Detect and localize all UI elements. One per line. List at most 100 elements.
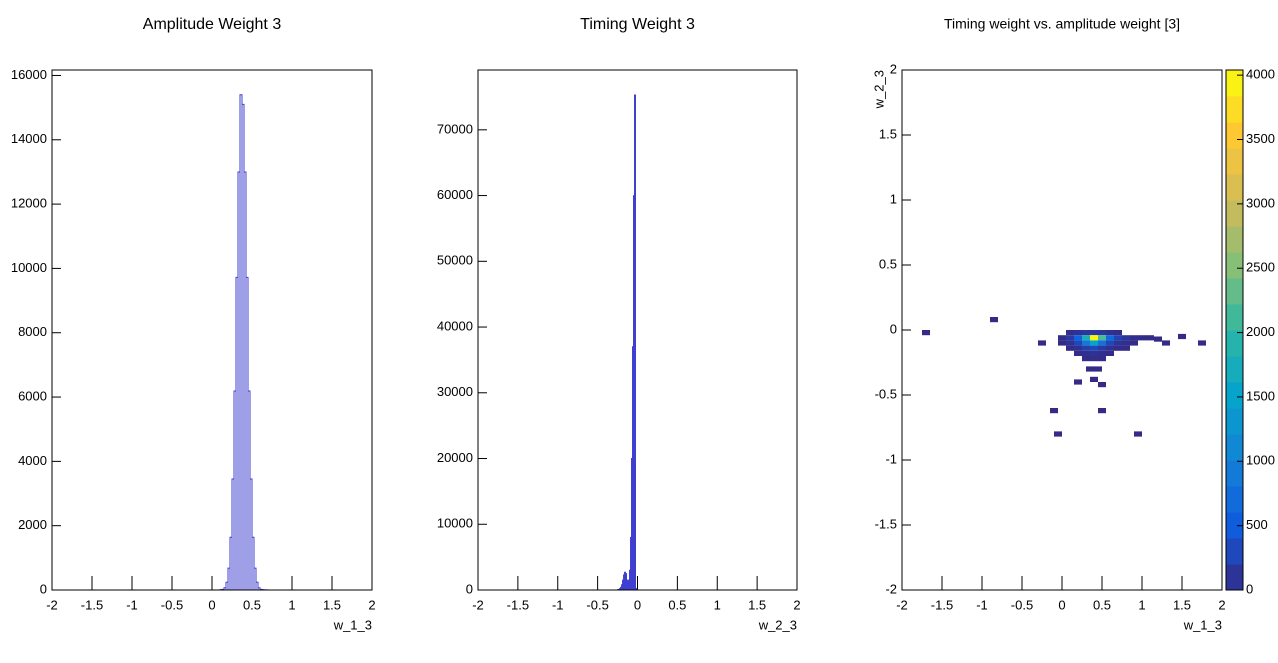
- colorbar-band: [1226, 200, 1243, 227]
- colorbar-tick-label: 0: [1246, 581, 1253, 596]
- chart-title: Timing Weight 3: [580, 16, 695, 33]
- y-tick-label: 60000: [437, 187, 473, 202]
- y-tick-label: -1.5: [875, 516, 897, 531]
- heatmap-cell: [1098, 408, 1106, 414]
- heatmap-cell: [1122, 340, 1130, 346]
- heatmap-cell: [1162, 340, 1170, 346]
- heatmap-cell: [1090, 356, 1098, 362]
- heatmap-cell: [1098, 340, 1106, 346]
- y-tick-label: 0.5: [879, 256, 897, 271]
- panel: Timing Weight 3 -2 -1.5 -1 -0.5 0 0.5 1 1.5 2 0 100…: [437, 16, 801, 632]
- x-axis-label: w_1_3: [333, 617, 372, 632]
- panel: Timing weight vs. amplitude weight [3] -2…: [871, 16, 1274, 633]
- x-tick-label: 2: [1218, 597, 1225, 612]
- x-tick-label: -1: [126, 597, 138, 612]
- heatmap-cell: [1074, 345, 1082, 351]
- colorbar-tick-label: 3500: [1246, 131, 1275, 146]
- x-tick-label: -0.5: [586, 597, 608, 612]
- plot-frame: [477, 69, 798, 591]
- heatmap-cell: [1130, 340, 1138, 346]
- heatmap-cell: [1074, 340, 1082, 346]
- heatmap-cell: [1066, 335, 1074, 341]
- x-tick-label: -2: [472, 597, 484, 612]
- x-tick-label: 1.5: [323, 597, 341, 612]
- heatmap-cell: [1058, 340, 1066, 346]
- x-tick-label: 1: [714, 597, 721, 612]
- heatmap-cell: [1090, 350, 1098, 356]
- heatmap-cell: [1106, 330, 1114, 336]
- heatmap-cell: [990, 317, 998, 323]
- heatmap-cell: [1098, 356, 1106, 362]
- heatmap-cell: [1106, 350, 1114, 356]
- colorbar-tick-label: 1000: [1246, 453, 1275, 468]
- heatmap-cell: [1098, 330, 1106, 336]
- histogram-bin: [255, 581, 259, 590]
- heatmap-cell: [1090, 335, 1098, 341]
- panel: Amplitude Weight 3-2 -1.5 -1 -0.5 0 0.5 1 1.5 20…: [11, 16, 376, 632]
- y-tick-label: 2: [890, 61, 897, 76]
- heatmap-cell: [1198, 340, 1206, 346]
- colorbar-tick-label: 4000: [1246, 67, 1275, 82]
- heatmap-cell: [1074, 335, 1082, 341]
- x-tick-label: 0.5: [1093, 597, 1111, 612]
- heatmap-cell: [922, 330, 930, 336]
- heatmap-cell: [1066, 340, 1074, 346]
- plot-frame: [51, 69, 373, 591]
- histogram-bin: [249, 478, 253, 590]
- colorbar-band: [1226, 460, 1243, 487]
- heatmap-cell: [1090, 340, 1098, 346]
- histogram-bin: [251, 536, 255, 590]
- y-tick-label: 70000: [437, 121, 473, 136]
- histogram-bin: [635, 588, 638, 590]
- colorbar-band: [1226, 408, 1243, 435]
- colorbar-tick-label: 2000: [1246, 324, 1275, 339]
- heatmap-cell: [1066, 345, 1074, 351]
- heatmap-cell: [1082, 335, 1090, 341]
- colorbar-band: [1226, 304, 1243, 331]
- heatmap-cell: [1038, 340, 1046, 346]
- heatmap-cell: [1106, 340, 1114, 346]
- colorbar-band: [1226, 70, 1243, 97]
- x-axis-label: w_2_3: [758, 617, 797, 632]
- colorbar-band: [1226, 564, 1243, 591]
- heatmap-cell: [1054, 431, 1062, 437]
- x-tick-label: 2: [793, 597, 800, 612]
- y-tick-label: 30000: [437, 384, 473, 399]
- colorbar-band: [1226, 330, 1243, 357]
- x-tick-label: -1: [976, 597, 988, 612]
- heatmap-cell: [1130, 335, 1138, 341]
- heatmap-cell: [1114, 340, 1122, 346]
- heatmap-cell: [1082, 345, 1090, 351]
- heatmap-cell: [1090, 345, 1098, 351]
- x-tick-label: 2: [368, 597, 375, 612]
- heatmap-cell: [1082, 356, 1090, 362]
- colorbar-band: [1226, 122, 1243, 149]
- colorbar-tick-label: 1500: [1246, 388, 1275, 403]
- y-tick-label: 20000: [437, 450, 473, 465]
- x-axis-label: w_1_3: [1183, 617, 1222, 632]
- heatmap-cell: [1094, 366, 1102, 372]
- x-tick-label: -0.5: [161, 597, 183, 612]
- y-tick-label: 2000: [18, 517, 47, 532]
- colorbar-band: [1226, 148, 1243, 175]
- colorbar-band: [1226, 96, 1243, 123]
- heatmap-cell: [1086, 366, 1094, 372]
- colorbar-frame: [1225, 69, 1244, 591]
- plot-frame: [901, 69, 1223, 591]
- heatmap-cell: [1082, 350, 1090, 356]
- y-tick-label: -2: [885, 581, 897, 596]
- chart-title: Timing weight vs. amplitude weight [3]: [944, 16, 1180, 32]
- heatmap-cell: [1066, 330, 1074, 336]
- y-tick-label: 14000: [11, 131, 47, 146]
- y-tick-label: 8000: [18, 324, 47, 339]
- colorbar-band: [1226, 538, 1243, 565]
- heatmap-cell: [1114, 345, 1122, 351]
- colorbar-tick-label: 2500: [1246, 260, 1275, 275]
- heatmap-cell: [1138, 335, 1146, 341]
- x-tick-label: 0: [208, 597, 215, 612]
- heatmap-cell: [1074, 379, 1082, 385]
- x-tick-label: 0.5: [668, 597, 686, 612]
- heatmap-cell: [1114, 335, 1122, 341]
- heatmap-cell: [1122, 335, 1130, 341]
